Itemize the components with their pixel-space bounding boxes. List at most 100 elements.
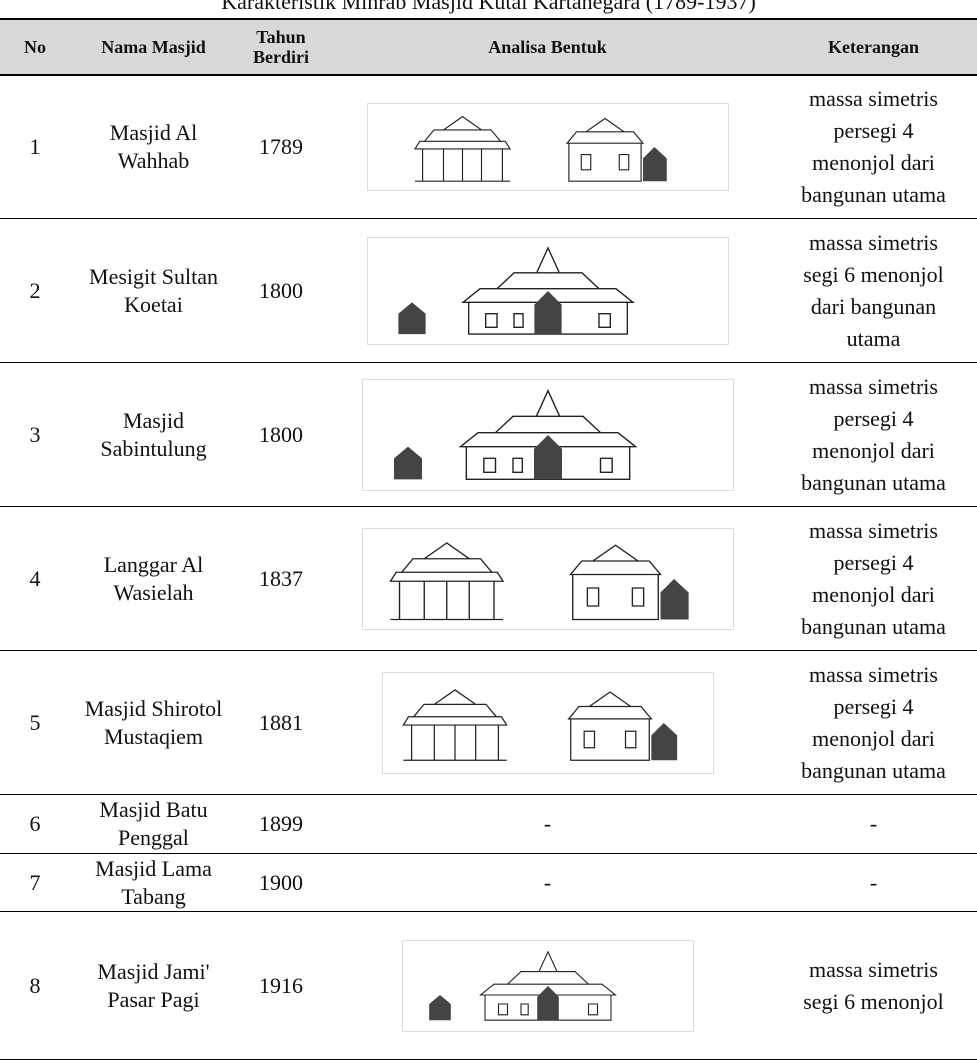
- cell-year: 1800: [259, 421, 303, 447]
- note-line: bangunan utama: [801, 613, 946, 639]
- note-line: persegi 4: [833, 118, 914, 143]
- name-line: Mustaqiem: [104, 723, 203, 749]
- table-row: 1 Masjid Al Wahhab 1789 massa simetris perseg…: [0, 76, 977, 219]
- note-line: bangunan utama: [801, 757, 946, 783]
- cell-name: Masjid Al Wahhab: [70, 76, 237, 218]
- note-line: -: [869, 869, 878, 895]
- header-cell: Keterangan: [828, 37, 919, 57]
- cell-analysis: [325, 912, 770, 1059]
- name-line: Pasar Pagi: [107, 986, 200, 1012]
- name-line: Wahhab: [117, 148, 190, 173]
- table-row: 6 Masjid Batu Penggal 1899 - -: [0, 795, 977, 854]
- note-line: -: [869, 811, 878, 836]
- header-cell: Nama Masjid: [101, 37, 206, 57]
- cell-no: 8: [29, 972, 41, 998]
- note-line: massa simetris: [809, 661, 938, 687]
- note-line: segi 6 menonjol: [803, 261, 944, 287]
- note-line: segi 6 menonjol: [803, 988, 944, 1014]
- name-line: Penggal: [118, 825, 189, 850]
- cell-analysis: [325, 76, 770, 218]
- cell-no: 2: [29, 277, 41, 303]
- name-line: Langgar Al: [103, 551, 204, 577]
- cell-analysis: [325, 507, 770, 650]
- cell-analysis: -: [543, 811, 552, 836]
- note-line: massa simetris: [809, 229, 938, 255]
- cell-year: 1900: [259, 869, 303, 895]
- mosque-sketch: [366, 103, 729, 191]
- cell-note: massa simetris persegi 4 menonjol dari bang…: [770, 507, 977, 650]
- note-line: menonjol dari: [812, 150, 935, 175]
- note-line: menonjol dari: [812, 725, 935, 751]
- cell-name: Masjid Jami' Pasar Pagi: [70, 912, 237, 1059]
- cell-note: massa simetris persegi 4 menonjol dari bang…: [770, 76, 977, 218]
- mosque-sketch: [401, 939, 694, 1032]
- note-line: massa simetris: [809, 86, 938, 111]
- cell-name: Masjid Sabintulung: [70, 363, 237, 506]
- cell-no: 4: [29, 565, 41, 591]
- cell-name: Mesigit Sultan Koetai: [70, 219, 237, 362]
- cell-note: -: [770, 854, 977, 911]
- cell-no: 7: [29, 869, 41, 895]
- name-line: Masjid Al: [109, 120, 198, 145]
- cell-year: 1916: [259, 972, 303, 998]
- name-line: Masjid Batu: [99, 797, 208, 822]
- note-line: persegi 4: [833, 549, 914, 575]
- cell-note: massa simetris persegi 4 menonjol dari bang…: [770, 363, 977, 506]
- header-cell: No: [24, 37, 46, 57]
- mosque-sketch: [361, 527, 734, 630]
- cell-year: 1881: [259, 709, 303, 735]
- mosque-sketch: [381, 671, 714, 774]
- name-line: Mesigit Sultan: [89, 263, 218, 289]
- cell-no: 6: [29, 811, 41, 836]
- name-line: Sabintulung: [100, 435, 207, 461]
- note-line: massa simetris: [809, 373, 938, 399]
- cell-analysis: [325, 219, 770, 362]
- name-line: Wasielah: [113, 579, 194, 605]
- note-line: menonjol dari: [812, 437, 935, 463]
- cell-name: Langgar Al Wasielah: [70, 507, 237, 650]
- cell-name: Masjid Lama Tabang: [70, 854, 237, 911]
- note-line: massa simetris: [809, 517, 938, 543]
- mosque-sketch: [361, 378, 734, 491]
- cell-analysis: [325, 651, 770, 794]
- cell-note: -: [770, 795, 977, 853]
- cell-analysis: [325, 363, 770, 506]
- name-line: Masjid Lama: [95, 855, 212, 881]
- cell-year: 1899: [259, 811, 303, 836]
- cell-note: massa simetris segi 6 menonjol dari bangun…: [770, 219, 977, 362]
- cell-name: Masjid Shirotol Mustaqiem: [70, 651, 237, 794]
- cell-name: Masjid Batu Penggal: [70, 795, 237, 853]
- cell-no: 5: [29, 709, 41, 735]
- cell-note: massa simetris persegi 4 menonjol dari bang…: [770, 651, 977, 794]
- note-line: bangunan utama: [801, 469, 946, 495]
- table-row: 2 Mesigit Sultan Koetai 1800 massa simetris s…: [0, 219, 977, 363]
- header-cell: Analisa Bentuk: [488, 37, 607, 57]
- name-line: Masjid Jami': [97, 958, 210, 984]
- table-row: 8 Masjid Jami' Pasar Pagi 1916 massa simetri…: [0, 912, 977, 1060]
- mosque-sketch: [366, 236, 729, 345]
- note-line: massa simetris: [809, 956, 938, 982]
- table-row: 5 Masjid Shirotol Mustaqiem 1881 massa simet…: [0, 651, 977, 795]
- cell-year: 1837: [259, 565, 303, 591]
- name-line: Masjid Shirotol: [84, 695, 223, 721]
- note-line: persegi 4: [833, 693, 914, 719]
- cell-analysis: -: [543, 869, 552, 895]
- name-line: Masjid: [122, 407, 185, 433]
- note-line: utama: [846, 325, 901, 351]
- note-line: dari bangunan: [810, 293, 937, 319]
- table-row: 3 Masjid Sabintulung 1800 massa simetris pers…: [0, 363, 977, 507]
- table-title: Karakteristik Mihrab Masjid Kutai Kartan…: [221, 0, 756, 14]
- table-row: 7 Masjid Lama Tabang 1900 - -: [0, 854, 977, 912]
- note-line: menonjol dari: [812, 581, 935, 607]
- name-line: Tabang: [121, 883, 186, 909]
- name-line: Koetai: [124, 291, 183, 317]
- cell-no: 3: [29, 421, 41, 447]
- cell-year: 1800: [259, 277, 303, 303]
- cell-note: massa simetris segi 6 menonjol: [770, 912, 977, 1059]
- header-row: No Nama Masjid Tahun Berdiri Analisa Ben…: [0, 18, 977, 76]
- cell-no: 1: [29, 134, 41, 159]
- note-line: persegi 4: [833, 405, 914, 431]
- table-row: 4 Langgar Al Wasielah 1837 massa simetris per…: [0, 507, 977, 651]
- cell-year: 1789: [259, 134, 303, 159]
